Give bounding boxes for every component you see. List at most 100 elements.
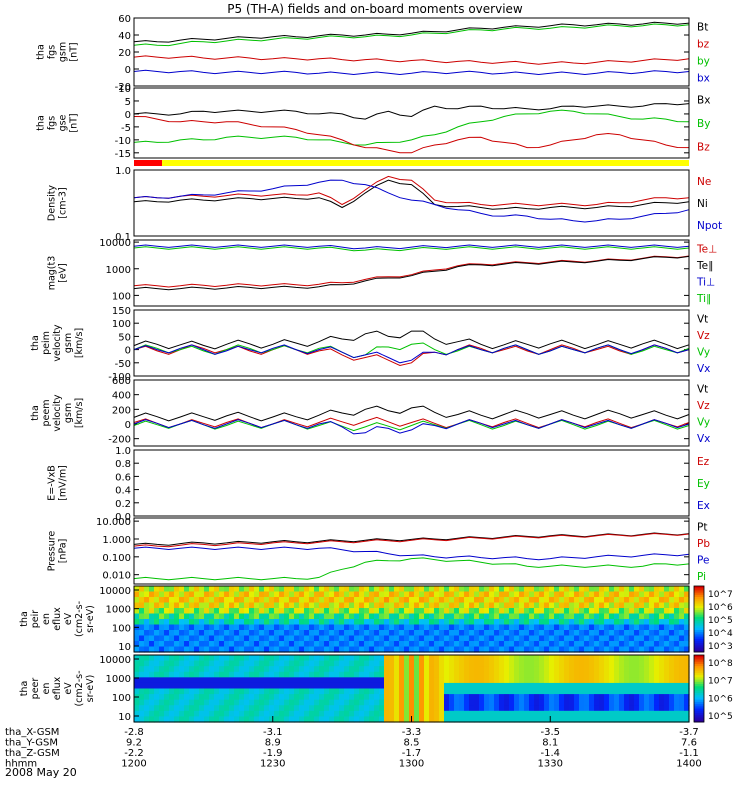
- spectrogram-cell: [524, 694, 530, 701]
- spectrogram-cell: [494, 699, 500, 706]
- spectrogram-cell: [244, 666, 250, 673]
- series-line-Bt: [133, 21, 690, 43]
- spectrogram-cell: [654, 677, 660, 684]
- spectrogram-cell: [644, 694, 650, 701]
- spectrogram-cell: [569, 671, 575, 678]
- spectrogram-cell: [594, 655, 600, 662]
- spectrogram-cell: [404, 635, 410, 642]
- spectrogram-cell: [424, 655, 430, 662]
- spectrogram-cell: [334, 591, 340, 598]
- spectrogram-cell: [634, 660, 640, 667]
- ephemeris-row-label: tha_Z-GSM: [5, 748, 60, 759]
- spectrogram-cell: [134, 699, 140, 706]
- spectrogram-cell: [379, 586, 385, 593]
- spectrogram-cell: [394, 705, 400, 712]
- spectrogram-cell: [344, 624, 350, 631]
- spectrogram-cell: [579, 682, 585, 690]
- spectrogram-cell: [249, 630, 255, 637]
- y-axis-label: [nT]: [69, 113, 80, 132]
- spectrogram-cell: [599, 666, 605, 673]
- spectrogram-cell: [589, 586, 595, 593]
- colorbar-label: 10^5: [708, 712, 733, 722]
- spectrogram-cell: [604, 666, 610, 673]
- spectrogram-cell: [644, 660, 650, 667]
- spectrogram-cell: [299, 624, 305, 631]
- spectrogram-cell: [264, 608, 270, 615]
- spectrogram-cell: [369, 710, 375, 718]
- spectrogram-cell: [344, 635, 350, 642]
- spectrogram-cell: [184, 699, 190, 706]
- spectrogram-cell: [579, 624, 585, 631]
- spectrogram-cell: [429, 641, 435, 648]
- spectrogram-cell: [184, 671, 190, 678]
- spectrogram-cell: [489, 655, 495, 662]
- spectrogram-cell: [659, 619, 665, 626]
- spectrogram-cell: [429, 635, 435, 642]
- spectrogram-cell: [649, 641, 655, 648]
- colorbar-segment: [694, 614, 704, 618]
- y-axis-label: Density: [47, 185, 58, 221]
- spectrogram-cell: [204, 619, 210, 626]
- y-axis-label: eV: [63, 612, 74, 625]
- spectrogram-cell: [519, 635, 525, 642]
- spectrogram-cell: [329, 660, 335, 667]
- spectrogram-cell: [489, 666, 495, 673]
- spectrogram-cell: [589, 602, 595, 609]
- spectrogram-cell: [209, 694, 215, 701]
- spectrogram-cell: [219, 602, 225, 609]
- spectrogram-cell: [534, 586, 540, 593]
- spectrogram-cell: [529, 586, 535, 593]
- spectrogram-cell: [219, 608, 225, 615]
- spectrogram-cell: [164, 613, 170, 620]
- spectrogram-cell: [574, 602, 580, 609]
- spectrogram-cell: [324, 694, 330, 701]
- spectrogram-cell: [344, 705, 350, 712]
- spectrogram-cell: [679, 677, 685, 684]
- spectrogram-cell: [309, 597, 315, 604]
- spectrogram-cell: [389, 635, 395, 642]
- spectrogram-cell: [294, 694, 300, 701]
- spectrogram-cell: [339, 608, 345, 615]
- spectrogram-cell: [384, 716, 390, 723]
- spectrogram-cell: [349, 666, 355, 673]
- spectrogram-cell: [394, 660, 400, 667]
- legend-label: Bx: [697, 95, 710, 107]
- spectrogram-cell: [139, 705, 145, 712]
- spectrogram-cell: [244, 677, 250, 684]
- spectrogram-cell: [214, 635, 220, 642]
- spectrogram-cell: [274, 602, 280, 609]
- spectrogram-cell: [234, 660, 240, 667]
- colorbar-segment: [694, 681, 704, 685]
- spectrogram-cell: [579, 597, 585, 604]
- spectrogram-cell: [279, 635, 285, 642]
- spectrogram-cell: [409, 602, 415, 609]
- spectrogram-cell: [379, 694, 385, 701]
- spectrogram-cell: [349, 705, 355, 712]
- spectrogram-cell: [679, 586, 685, 593]
- spectrogram-cell: [289, 630, 295, 637]
- spectrogram-cell: [569, 694, 575, 701]
- spectrogram-cell: [304, 602, 310, 609]
- colorbar-segment: [694, 679, 704, 683]
- spectrogram-cell: [489, 613, 495, 620]
- spectrogram-cell: [619, 671, 625, 678]
- spectrogram-cell: [324, 602, 330, 609]
- spectrogram-cell: [154, 666, 160, 673]
- spectrogram-cell: [484, 710, 490, 718]
- spectrogram-cell: [684, 699, 690, 706]
- spectrogram-cell: [504, 710, 510, 718]
- spectrogram-cell: [364, 655, 370, 662]
- spectrogram-cell: [349, 591, 355, 598]
- colorbar-segment: [694, 659, 704, 663]
- panel-frame: [133, 87, 690, 159]
- spectrogram-cell: [659, 641, 665, 648]
- spectrogram-cell: [134, 660, 140, 667]
- y-tick-label: -10: [115, 136, 131, 147]
- spectrogram-cell: [349, 641, 355, 648]
- spectrogram-cell: [559, 641, 565, 648]
- spectrogram-cell: [144, 591, 150, 598]
- spectrogram-cell: [369, 655, 375, 662]
- spectrogram-cell: [529, 619, 535, 626]
- spectrogram-cell: [589, 591, 595, 598]
- spectrogram-cell: [324, 608, 330, 615]
